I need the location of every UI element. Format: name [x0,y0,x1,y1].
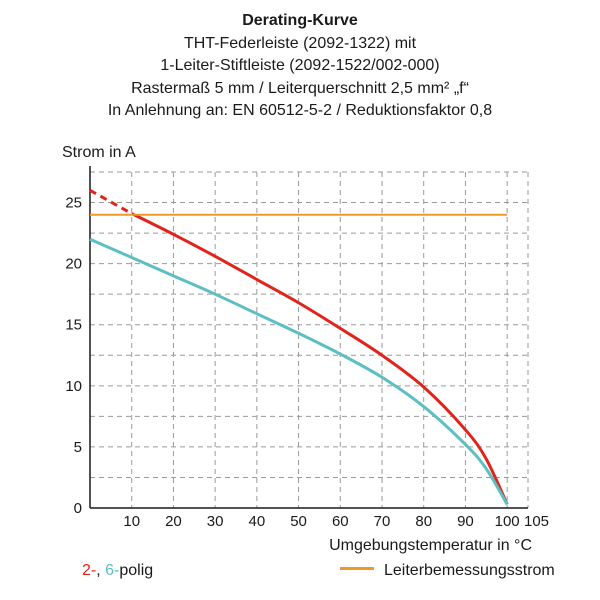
chart-tick-labels: 0 5 10 15 20 25 10 20 30 40 50 60 70 80 90 100 105 [65,195,549,530]
legend-pole-count: 2-, 6-polig [82,562,153,580]
y-tick-label-5: 5 [74,439,82,456]
chart-grid [90,171,529,508]
y-tick-label-0: 0 [74,500,82,517]
x-tick-label-10: 10 [123,513,140,530]
chart-title-block: Derating-Kurve THT-Federleiste (2092-132… [0,10,600,123]
x-tick-label-100: 100 [495,513,520,530]
legend-rated-current: Leiterbemessungsstrom [340,562,555,580]
y-tick-label-10: 10 [65,378,82,395]
chart-subtitle-3: Rastermaß 5 mm / Leiterquerschnitt 2,5 m… [131,79,469,97]
chart-axes [89,166,528,509]
x-tick-label-70: 70 [374,513,391,530]
legend-orange-label: Leiterbemessungsstrom [384,562,555,579]
series-6-polig-line [89,237,509,506]
chart-series [89,189,509,506]
series-2-polig-line [131,212,509,505]
legend-suffix: polig [119,562,154,579]
legend-red-label: 2- [82,562,97,579]
x-tick-label-105: 105 [524,513,549,530]
x-tick-label-60: 60 [332,513,349,530]
x-tick-label-20: 20 [165,513,182,530]
chart-subtitle-1: THT-Federleiste (2092-1322) mit [183,34,417,52]
x-tick-label-50: 50 [290,513,307,530]
legend-cyan-label: 6- [105,562,120,579]
y-tick-label-15: 15 [65,317,82,334]
y-tick-label-25: 25 [65,195,82,212]
x-tick-label-40: 40 [249,513,266,530]
x-tick-label-30: 30 [207,513,224,530]
chart-subtitle-4: In Anlehnung an: EN 60512-5-2 / Reduktio… [107,102,493,119]
legend-orange-swatch [340,567,374,571]
y-tick-label-20: 20 [65,256,82,273]
x-tick-label-80: 80 [415,513,432,530]
x-axis-label: Umgebungstemperatur in °C [329,537,532,554]
series-2-polig-dashed [89,189,133,215]
y-axis-label: Strom in A [62,144,136,161]
legend-separator: , [96,562,106,579]
chart-subtitle-2: 1-Leiter-Stiftleiste (2092-1522/002-000) [160,57,440,74]
chart-title: Derating-Kurve [242,12,358,29]
x-tick-label-90: 90 [457,513,474,530]
